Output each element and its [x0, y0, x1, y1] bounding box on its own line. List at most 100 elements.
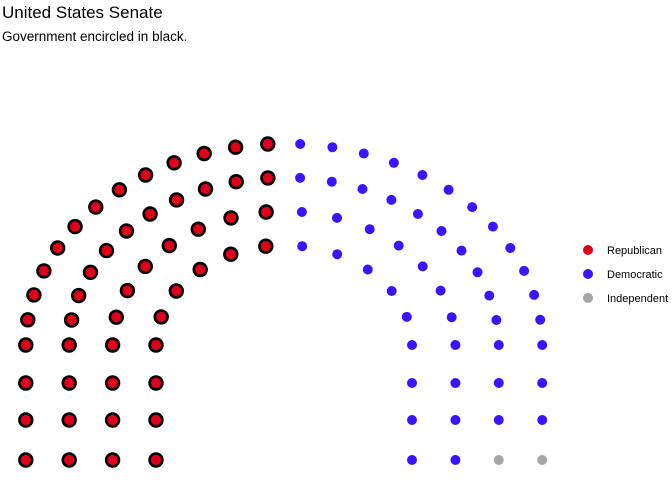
seat-democratic	[537, 415, 548, 425]
seat-republican	[190, 221, 207, 237]
seat-democratic	[295, 139, 306, 149]
seat-republican	[137, 258, 154, 275]
legend-label-republican: Republican	[607, 245, 662, 257]
seat-republican	[104, 337, 121, 353]
seat-republican	[18, 337, 34, 353]
seat-republican	[108, 309, 125, 325]
chart-title: United States Senate	[2, 3, 163, 22]
seat-democratic	[412, 209, 423, 219]
seat-democratic	[388, 157, 399, 168]
seat-republican	[61, 375, 77, 391]
seat-democratic	[296, 207, 307, 217]
seat-republican	[20, 312, 36, 328]
seat-republican	[118, 223, 135, 239]
seat-republican	[260, 170, 276, 186]
seat-democratic	[529, 289, 540, 300]
seat-republican	[63, 312, 80, 328]
seat-democratic	[295, 172, 306, 183]
seat-democratic	[327, 142, 338, 153]
seat-republican	[196, 145, 212, 162]
seat-republican	[104, 452, 121, 468]
seat-republican	[168, 192, 185, 208]
seat-democratic	[493, 340, 504, 350]
seat-democratic	[450, 378, 461, 388]
seat-republican	[168, 283, 185, 299]
seat-democratic	[443, 184, 454, 195]
seat-republican	[258, 238, 274, 254]
legend-swatch-independent	[583, 293, 593, 303]
seat-democratic	[446, 312, 457, 323]
seat-republican	[142, 206, 158, 222]
seat-democratic	[358, 148, 369, 159]
chart-subtitle: Government encircled in black.	[2, 29, 188, 44]
seat-republican	[148, 375, 164, 391]
legend: Republican Democratic Independent	[583, 245, 668, 305]
seat-democratic	[537, 378, 548, 388]
seat-democratic	[537, 340, 548, 350]
seat-democratic	[332, 249, 343, 260]
seat-democratic	[505, 243, 516, 253]
seat-republican	[197, 181, 214, 197]
seat-democratic	[393, 240, 404, 251]
seat-republican	[61, 412, 77, 428]
seat-republican	[61, 452, 77, 468]
seat-republican	[148, 412, 164, 428]
seat-democratic	[386, 194, 397, 205]
seat-republican	[18, 452, 34, 468]
seat-republican	[18, 375, 34, 391]
seat-democratic	[357, 184, 368, 194]
seat-republican	[258, 204, 274, 220]
seat-democratic	[493, 415, 504, 425]
seat-independent	[537, 455, 548, 465]
seat-democratic	[417, 261, 428, 272]
seat-layer	[18, 136, 548, 468]
seat-democratic	[487, 221, 498, 232]
seat-republican	[70, 287, 87, 304]
seat-democratic	[401, 311, 412, 322]
seat-democratic	[450, 455, 461, 465]
seat-democratic	[407, 340, 417, 350]
seat-republican	[192, 261, 208, 278]
seat-democratic	[407, 415, 417, 425]
seat-republican	[161, 237, 178, 254]
seat-republican	[18, 412, 34, 428]
seat-republican	[119, 282, 136, 299]
seat-republican	[104, 375, 121, 391]
seat-republican	[260, 136, 276, 152]
seat-republican	[49, 240, 66, 256]
seat-republican	[82, 264, 99, 280]
seat-democratic	[493, 378, 504, 388]
seat-republican	[67, 218, 83, 235]
seat-democratic	[467, 202, 478, 213]
seat-democratic	[407, 455, 417, 465]
seat-republican	[137, 167, 154, 183]
seat-republican	[26, 287, 42, 303]
seat-democratic	[484, 290, 495, 301]
seat-democratic	[386, 286, 397, 296]
seat-republican	[148, 337, 164, 353]
seat-republican	[111, 182, 128, 198]
seat-democratic	[519, 265, 530, 276]
seat-democratic	[417, 170, 428, 180]
seat-democratic	[450, 340, 461, 350]
seat-independent	[493, 455, 504, 465]
seat-democratic	[535, 314, 546, 325]
legend-label-independent: Independent	[607, 293, 668, 305]
seat-democratic	[364, 224, 375, 235]
legend-swatch-democratic	[583, 269, 593, 279]
seat-democratic	[435, 285, 446, 296]
seat-republican	[148, 452, 164, 468]
seat-republican	[227, 139, 244, 155]
seat-democratic	[491, 315, 502, 325]
legend-swatch-republican	[583, 245, 593, 255]
seat-republican	[223, 246, 239, 262]
seat-democratic	[362, 264, 373, 275]
seat-republican	[228, 174, 244, 190]
seat-republican	[36, 263, 52, 279]
seat-democratic	[297, 241, 308, 252]
seat-democratic	[326, 176, 337, 187]
seat-democratic	[332, 212, 342, 223]
seat-republican	[166, 155, 182, 171]
seat-democratic	[456, 245, 467, 256]
